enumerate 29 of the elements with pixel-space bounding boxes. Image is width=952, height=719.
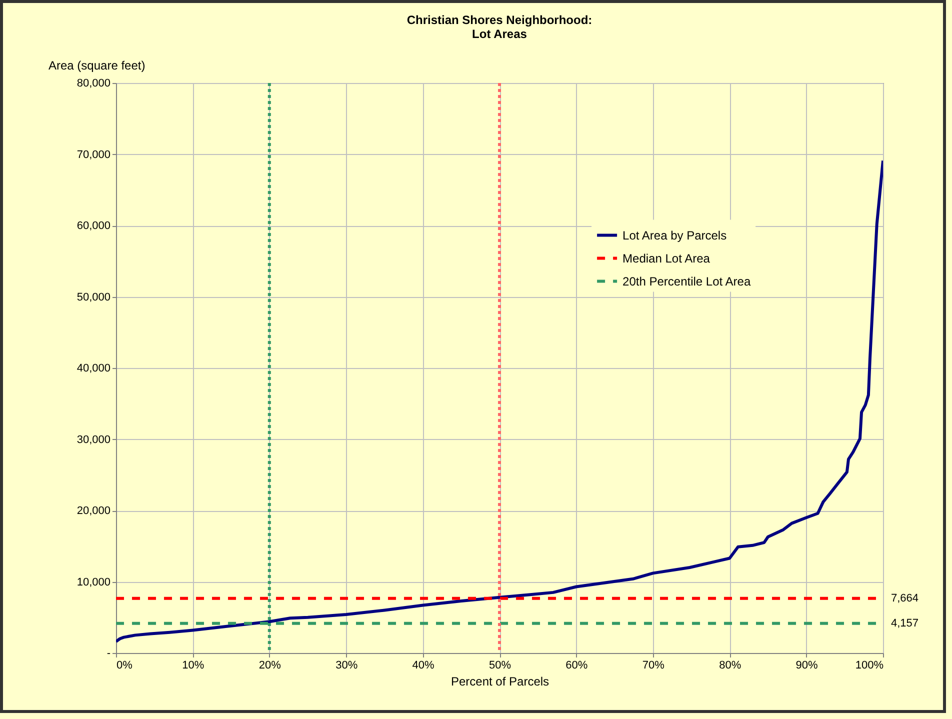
x-tick-label: 10% [182, 660, 204, 672]
x-tick-label: 80% [719, 660, 742, 672]
x-axis-title: Percent of Parcels [450, 674, 550, 688]
chart-title: Christian Shores Neighborhood: Lot Areas [406, 13, 592, 41]
x-tick-label: 50% [488, 660, 512, 672]
line-series [116, 159, 883, 644]
x-tick-label: 100% [855, 660, 884, 672]
y-tick-label: - [106, 648, 111, 660]
y-tick-label: 70,000 [76, 148, 110, 161]
y-tick-label: 40,000 [76, 362, 110, 374]
x-tick-label: 30% [336, 660, 358, 672]
x-tick-label: 20% [258, 660, 282, 672]
y-tick-label: 10,000 [76, 576, 110, 588]
x-tick-label: 70% [642, 660, 665, 672]
x-tick-label: 60% [566, 660, 588, 672]
y-tick-label: 50,000 [76, 291, 110, 304]
y-tick-label: 20,000 [76, 505, 110, 517]
x-tick-label: 0% [116, 660, 133, 672]
y-axis-title: Area (square feet) [48, 58, 146, 72]
y-tick-label: 60,000 [76, 220, 110, 232]
legend-label: Lot Area by Parcels [622, 228, 727, 242]
legend-label: Median Lot Area [622, 251, 710, 266]
y-tick-label: 80,000 [76, 78, 110, 90]
annotation: 7,664 [891, 592, 919, 604]
annotation: 4,157 [891, 617, 919, 630]
x-tick-label: 90% [796, 660, 818, 672]
legend-label: 20th Percentile Lot Area [622, 274, 751, 288]
y-tick-label: 30,000 [76, 434, 110, 446]
x-tick-label: 40% [412, 660, 435, 672]
